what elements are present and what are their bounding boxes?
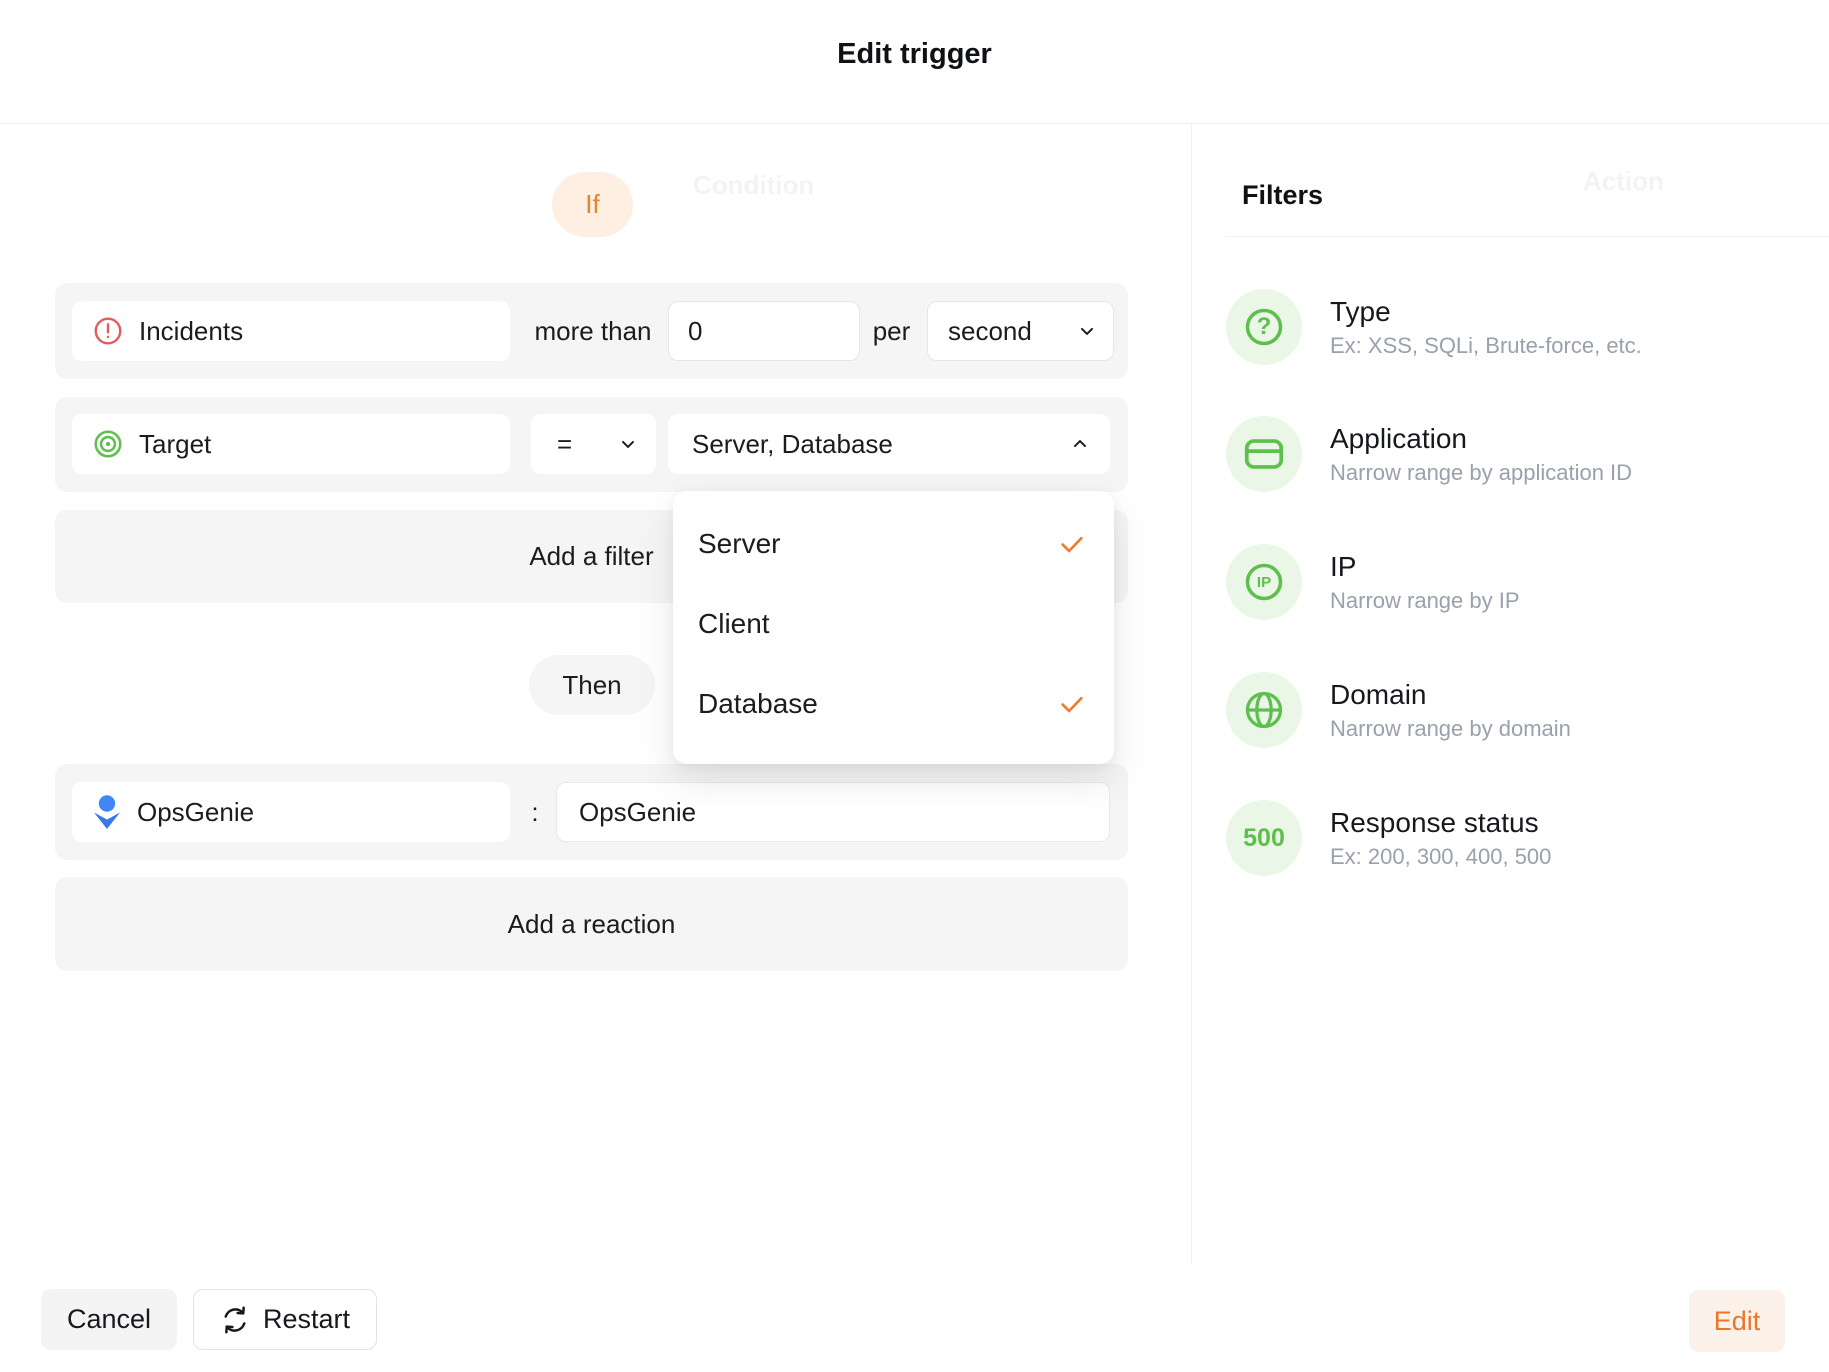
filter-item-type[interactable]: ? Type Ex: XSS, SQLi, Brute-force, etc. (1226, 289, 1806, 365)
filter-item-response-status[interactable]: 500 Response status Ex: 200, 300, 400, 5… (1226, 800, 1806, 876)
edit-button[interactable]: Edit (1689, 1290, 1785, 1352)
refresh-icon (220, 1305, 250, 1335)
filter-item-title: Application (1330, 422, 1467, 454)
per-label: per (872, 315, 911, 346)
separator-colon: : (531, 796, 539, 827)
chevron-down-icon (618, 434, 638, 454)
target-value-select[interactable]: Server, Database (668, 414, 1110, 474)
incidents-chip-label: Incidents (139, 315, 244, 346)
comparator-label: more than (534, 315, 652, 346)
condition-row: Incidents more than per second (55, 283, 1128, 379)
question-circle-icon: ? (1226, 289, 1302, 365)
alert-circle-icon (92, 315, 124, 347)
dropdown-option-database[interactable]: Database (673, 664, 1114, 744)
if-badge: If (552, 172, 633, 237)
edit-button-label: Edit (1713, 1305, 1761, 1336)
check-icon (1058, 530, 1086, 558)
add-reaction-button[interactable]: Add a reaction (55, 877, 1128, 971)
target-bullseye-icon (92, 428, 124, 460)
filters-heading: Filters (1242, 180, 1324, 210)
threshold-input[interactable] (668, 301, 860, 361)
filter-item-subtitle: Ex: XSS, SQLi, Brute-force, etc. (1330, 332, 1642, 358)
dropdown-option-client[interactable]: Client (673, 584, 1114, 664)
opsgenie-chip-label: OpsGenie (137, 796, 255, 827)
filter-item-subtitle: Narrow range by domain (1330, 715, 1571, 741)
restart-button[interactable]: Restart (193, 1289, 377, 1350)
chevron-down-icon (1077, 321, 1097, 341)
globe-icon (1226, 672, 1302, 748)
target-value-select-value: Server, Database (692, 428, 893, 459)
status-500-glyph: 500 (1243, 823, 1285, 852)
filter-item-subtitle: Ex: 200, 300, 400, 500 (1330, 843, 1552, 869)
cancel-button[interactable]: Cancel (41, 1289, 177, 1350)
ghost-condition-label: Condition (693, 170, 815, 200)
target-chip-label: Target (139, 428, 212, 459)
filter-item-application[interactable]: Application Narrow range by application … (1226, 416, 1806, 492)
restart-button-label: Restart (262, 1304, 351, 1334)
ghost-action-label: Action (1583, 166, 1664, 196)
filter-item-subtitle: Narrow range by application ID (1330, 459, 1633, 485)
operator-select[interactable]: = (531, 414, 656, 474)
period-select-value: second (948, 315, 1032, 346)
reaction-value-input[interactable] (556, 782, 1110, 842)
filter-item-domain[interactable]: Domain Narrow range by domain (1226, 672, 1806, 748)
page-title: Edit trigger (837, 38, 992, 70)
check-icon (1058, 690, 1086, 718)
status-500-badge: 500 (1226, 800, 1302, 876)
filter-item-subtitle: Narrow range by IP (1330, 587, 1520, 613)
filter-item-title: Response status (1330, 806, 1539, 838)
filter-item-title: Domain (1330, 678, 1427, 710)
cancel-button-label: Cancel (66, 1304, 152, 1334)
card-icon (1226, 416, 1302, 492)
divider (1226, 236, 1829, 237)
operator-select-value: = (557, 428, 573, 459)
incidents-chip[interactable]: Incidents (72, 301, 510, 361)
period-select[interactable]: second (927, 301, 1114, 361)
add-filter-label: Add a filter (529, 541, 654, 571)
opsgenie-chip[interactable]: OpsGenie (72, 782, 510, 842)
divider (0, 123, 1829, 124)
opsgenie-icon (92, 794, 122, 830)
target-row: Target = Server, Database (55, 397, 1128, 492)
ip-circle-icon: IP (1226, 544, 1302, 620)
ip-glyph: IP (1256, 573, 1272, 591)
filter-item-ip[interactable]: IP IP Narrow range by IP (1226, 544, 1806, 620)
filter-item-title: IP (1330, 550, 1357, 582)
dropdown-option-server[interactable]: Server (673, 504, 1114, 584)
then-badge: Then (529, 655, 655, 715)
dropdown-option-label: Server (698, 528, 781, 559)
add-reaction-label: Add a reaction (507, 908, 676, 939)
dropdown-option-label: Client (698, 608, 770, 639)
reaction-row: OpsGenie : (55, 764, 1128, 860)
dropdown-option-label: Database (698, 688, 818, 719)
chevron-up-icon (1070, 434, 1090, 454)
target-chip[interactable]: Target (72, 414, 510, 474)
question-glyph: ? (1256, 313, 1272, 340)
filter-item-title: Type (1330, 295, 1391, 327)
target-options-dropdown: Server Client Database (673, 491, 1114, 764)
divider (1191, 123, 1192, 1264)
